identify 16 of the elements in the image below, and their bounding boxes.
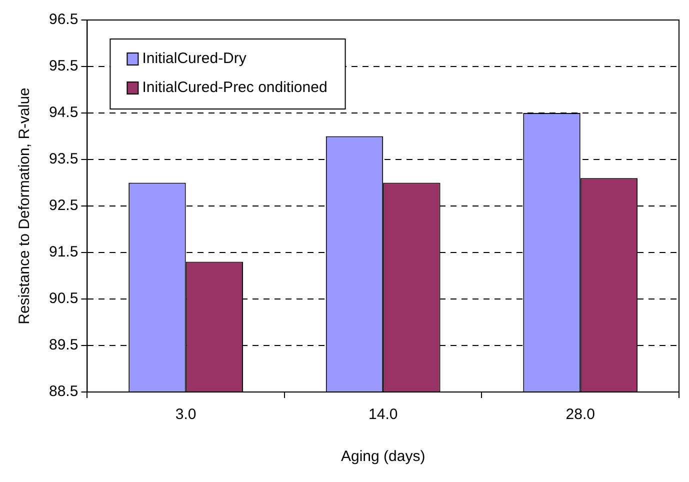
x-axis-title: Aging (days): [340, 448, 426, 466]
y-tick-label: 91.5: [48, 244, 78, 261]
legend-label: InitialCured-Dry: [142, 50, 247, 68]
y-tick-label: 94.5: [48, 104, 78, 122]
y-tick-label: 89.5: [48, 336, 78, 354]
y-axis-title: Resistance to Deformation, R-value: [16, 88, 34, 324]
legend-label: InitialCured-Prec onditioned: [142, 79, 328, 96]
x-tick-label: 28.0: [566, 406, 595, 424]
y-tick-label: 90.5: [48, 290, 78, 308]
x-tick-label: 14.0: [368, 406, 398, 424]
y-tick-label: 92.5: [48, 197, 78, 214]
x-tick-label: 3.0: [175, 406, 196, 424]
y-tick-label: 95.5: [48, 58, 78, 75]
y-tick-label: 88.5: [48, 383, 78, 400]
y-tick-label: 93.5: [48, 150, 78, 168]
y-tick-label: 96.5: [48, 11, 78, 28]
